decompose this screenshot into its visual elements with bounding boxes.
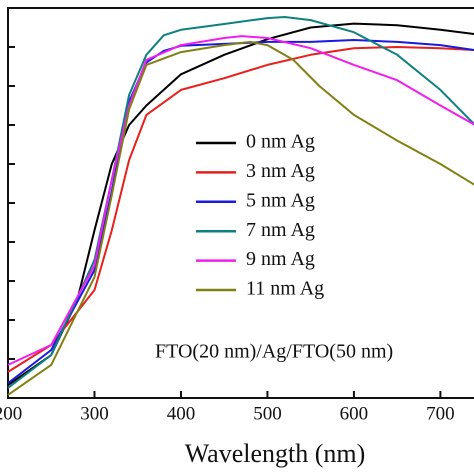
series-line	[7, 22, 474, 386]
series-line	[7, 35, 474, 366]
legend-label: 7 nm Ag	[246, 219, 315, 241]
x-tick-label: 700	[426, 403, 455, 424]
legend-label: 3 nm Ag	[246, 160, 315, 182]
x-tick-label: 400	[167, 403, 196, 424]
x-axis-label: Wavelength (nm)	[185, 439, 366, 468]
legend-label: 11 nm Ag	[246, 278, 324, 300]
legend-label: 0 nm Ag	[246, 131, 315, 153]
x-tick-label: 200	[0, 403, 22, 424]
plot-frame	[7, 7, 474, 399]
series-line	[7, 39, 474, 384]
series-line	[7, 46, 474, 373]
legend-label: 5 nm Ag	[246, 189, 315, 211]
legend-label: 9 nm Ag	[246, 248, 315, 270]
x-tick-label: 600	[340, 403, 369, 424]
x-tick-label: 500	[253, 403, 282, 424]
series-line	[7, 40, 474, 396]
x-tick-label: 300	[80, 403, 109, 424]
annotation: FTO(20 nm)/Ag/FTO(50 nm)	[155, 341, 393, 363]
